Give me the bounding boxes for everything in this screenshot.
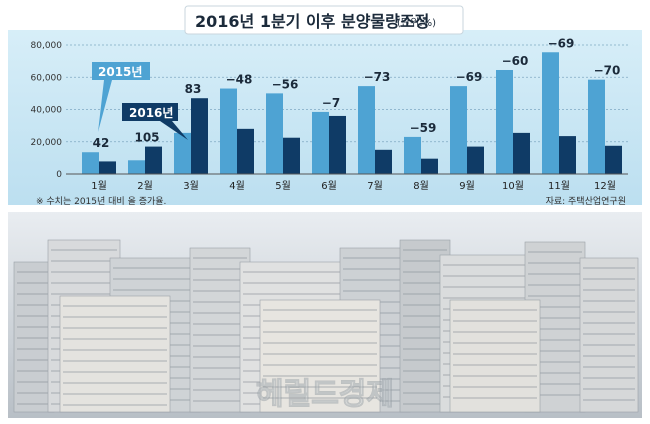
bar-2016: [283, 137, 300, 174]
legend-2016-label: 2016년: [129, 106, 173, 120]
pct-label: −60: [502, 54, 529, 68]
building: [579, 257, 639, 413]
legend-2015: 2015년: [92, 62, 150, 132]
bar-2015: [312, 111, 329, 174]
x-tick-label: 7월: [367, 180, 383, 192]
bar-2015: [404, 136, 421, 174]
title-banner: 2016년 1분기 이후 분양물량조정 (단위:%): [184, 5, 464, 35]
bar-2016: [559, 136, 576, 174]
pct-label: 83: [185, 82, 202, 96]
pct-label: −59: [410, 121, 437, 135]
bar-2015: [450, 86, 467, 174]
pct-label: −7: [322, 96, 340, 110]
bar-2015: [220, 88, 237, 174]
x-tick-label: 2월: [137, 180, 153, 192]
bar-2015: [542, 52, 559, 174]
x-tick-label: 3월: [183, 180, 199, 192]
bar-2016: [99, 161, 116, 174]
bar-2015: [82, 152, 99, 174]
bar-2016: [191, 98, 208, 174]
pct-label: −56: [272, 77, 299, 91]
watermark: 헤럴드경제: [256, 377, 394, 412]
x-axis-ticks: 1월 2월 3월 4월 5월 6월 7월 8월 9월 10월 11월 12월: [91, 180, 616, 192]
bar-2016: [421, 158, 438, 174]
pct-label: 105: [134, 131, 159, 145]
chart-title: 2016년 1분기 이후 분양물량조정: [195, 12, 429, 31]
y-tick-label: 60,000: [31, 73, 63, 83]
y-axis-ticks: 0 20,000 40,000 60,000 80,000: [31, 41, 63, 180]
x-tick-label: 4월: [229, 180, 245, 192]
grid-lines: [66, 44, 628, 143]
bar-2016: [145, 146, 162, 174]
bar-2015: [358, 86, 375, 174]
pct-label: −48: [226, 73, 253, 87]
x-tick-label: 10월: [502, 180, 524, 192]
bar-2016: [605, 145, 622, 174]
x-tick-label: 11월: [548, 180, 570, 192]
y-tick-label: 20,000: [31, 138, 63, 148]
building: [259, 299, 381, 413]
x-tick-label: 9월: [459, 180, 475, 192]
bar-2015: [266, 93, 283, 174]
data-labels: 42 105 83 −48 −56 −7 −73 −59 −69 −60 −69 −70: [93, 36, 621, 150]
x-tick-label: 12월: [594, 180, 616, 192]
pct-label: −73: [364, 70, 391, 84]
bars: [82, 52, 622, 174]
apartment-photo: 헤럴드경제: [8, 212, 642, 418]
legend-2016: 2016년: [122, 103, 188, 140]
pct-label: −69: [456, 70, 483, 84]
building: [59, 295, 171, 413]
pct-label: 42: [93, 136, 110, 150]
unit-label: (단위:%): [397, 16, 436, 29]
pct-label: −70: [594, 64, 621, 78]
bar-2016: [375, 149, 392, 174]
legend-2015-label: 2015년: [98, 65, 142, 79]
bar-2015: [496, 69, 513, 174]
bar-2015: [588, 79, 605, 174]
bar-2015: [174, 132, 191, 174]
bar-2015: [128, 160, 145, 174]
bar-2016: [237, 128, 254, 174]
pct-label: −69: [548, 36, 575, 50]
building: [449, 299, 541, 413]
y-tick-label: 40,000: [31, 106, 63, 116]
x-tick-label: 5월: [275, 180, 291, 192]
y-tick-label: 0: [56, 170, 62, 180]
source-label: 자료: 주택산업연구원: [546, 196, 626, 207]
x-tick-label: 6월: [321, 180, 337, 192]
footnote: ※ 수치는 2015년 대비 올 증가율.: [36, 195, 166, 207]
x-tick-label: 8월: [413, 180, 429, 192]
bar-2016: [513, 132, 530, 174]
y-tick-label: 80,000: [31, 41, 63, 51]
bar-2016: [329, 115, 346, 174]
bar-2016: [467, 146, 484, 174]
building: [13, 261, 55, 413]
x-tick-label: 1월: [91, 180, 107, 192]
